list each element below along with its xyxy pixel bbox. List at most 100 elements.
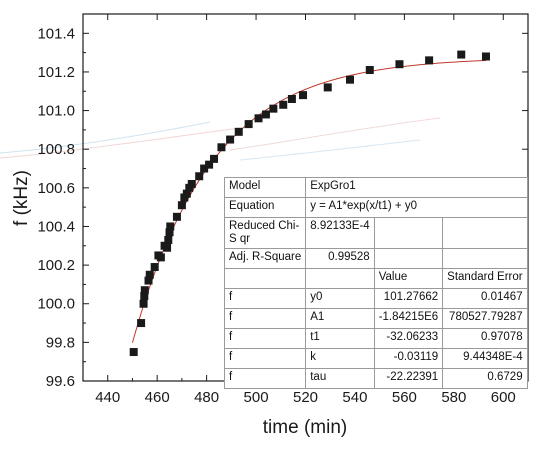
x-tick-label: 540: [342, 389, 367, 406]
x-tick-label: 580: [441, 389, 466, 406]
data-point: [129, 348, 138, 357]
dependent-variable: f: [223, 348, 307, 369]
empty-cell: [223, 268, 307, 289]
y-tick-label: 100.2: [37, 257, 75, 274]
data-point: [279, 100, 288, 109]
r2-label: Adj. R-Square: [223, 248, 307, 269]
y-axis-title: f (kHz): [11, 170, 32, 226]
table-row: Model ExpGro1: [223, 177, 528, 198]
data-point: [287, 94, 296, 103]
x-tick-label: 600: [491, 389, 516, 406]
data-point: [156, 253, 165, 262]
y-tick-label: 100.0: [37, 296, 75, 313]
data-point: [172, 212, 181, 221]
y-tick-label: 100.8: [37, 141, 75, 158]
equation-label: Equation: [223, 197, 307, 218]
y-tick-label: 99.6: [46, 373, 75, 390]
y-tick-label: 99.8: [46, 334, 75, 351]
dependent-variable: f: [223, 288, 307, 309]
standard-error: 0.6729: [442, 368, 528, 389]
data-point: [481, 52, 490, 61]
data-point: [217, 143, 226, 152]
dependent-variable: f: [223, 368, 307, 389]
y-tick-label: 101.0: [37, 103, 75, 120]
data-points: [129, 50, 490, 357]
dependent-variable: f: [223, 308, 307, 329]
data-point: [166, 222, 175, 231]
x-tick-label: 500: [244, 389, 269, 406]
parameter-value: -22.22391: [373, 368, 444, 389]
data-point: [457, 50, 466, 59]
error-header: Standard Error: [442, 268, 528, 289]
data-point: [177, 201, 186, 210]
model-value: ExpGro1: [305, 177, 528, 198]
table-header-row: Value Standard Error: [223, 268, 528, 289]
data-point: [137, 319, 146, 328]
parameter-name: A1: [305, 308, 375, 329]
chisq-value: 8.92133E-4: [305, 217, 375, 249]
empty-cell: [305, 268, 375, 289]
data-point: [187, 179, 196, 188]
empty-cell: [442, 248, 528, 269]
table-row: Adj. R-Square 0.99528: [223, 248, 528, 269]
data-point: [244, 120, 253, 129]
background-streaks: [0, 117, 441, 161]
empty-cell: [373, 217, 444, 249]
data-point: [269, 104, 278, 113]
data-point: [164, 235, 173, 244]
r2-value: 0.99528: [305, 248, 375, 269]
data-point: [144, 276, 153, 285]
table-row: f y0 101.27662 0.01467: [223, 288, 528, 309]
data-point: [425, 56, 434, 65]
x-tick-label: 460: [145, 389, 170, 406]
data-point: [200, 164, 209, 173]
data-point: [195, 172, 204, 181]
data-point: [182, 189, 191, 198]
parameter-value: -32.06233: [373, 328, 444, 349]
x-tick-label: 520: [293, 389, 318, 406]
table-row: f t1 -32.06233 0.97078: [223, 328, 528, 349]
data-point: [140, 292, 149, 301]
data-point: [299, 91, 308, 100]
data-point: [226, 135, 235, 144]
data-point: [365, 66, 374, 75]
parameter-value: -0.03119: [373, 348, 444, 369]
table-row: f tau -22.22391 0.6729: [223, 368, 528, 389]
standard-error: 0.01467: [442, 288, 528, 309]
data-point: [163, 243, 172, 252]
data-point: [205, 160, 214, 169]
data-point: [165, 228, 174, 237]
data-point: [395, 60, 404, 69]
parameter-value: 101.27662: [373, 288, 444, 309]
y-tick-label: 101.4: [37, 25, 75, 42]
model-label: Model: [223, 177, 307, 198]
table-row: Reduced Chi-S qr 8.92133E-4: [223, 217, 528, 249]
data-point: [254, 114, 263, 123]
data-point: [139, 299, 148, 308]
standard-error: 780527.79287: [442, 308, 528, 329]
data-point: [261, 110, 270, 119]
equation-value: y = A1*exp(x/t1) + y0: [305, 197, 528, 218]
empty-cell: [373, 248, 444, 269]
data-point: [140, 286, 149, 295]
parameter-name: t1: [305, 328, 375, 349]
value-header: Value: [373, 268, 444, 289]
data-point: [346, 75, 354, 84]
parameter-name: y0: [305, 288, 375, 309]
table-row: Equation y = A1*exp(x/t1) + y0: [223, 197, 528, 218]
data-point: [234, 127, 243, 136]
x-axis-title: time (min): [263, 417, 347, 438]
y-tick-label: 101.2: [37, 64, 75, 81]
x-tick-label: 440: [95, 389, 120, 406]
data-point: [150, 263, 159, 272]
table-row: f A1 -1.84215E6 780527.79287: [223, 308, 528, 329]
fit-parameters-table: Model ExpGro1 Equation y = A1*exp(x/t1) …: [223, 177, 528, 389]
dependent-variable: f: [223, 328, 307, 349]
chisq-label: Reduced Chi-S qr: [223, 217, 307, 249]
standard-error: 9.44348E-4: [442, 348, 528, 369]
background-streak: [0, 121, 211, 154]
x-tick-label: 560: [392, 389, 417, 406]
data-point: [210, 154, 219, 163]
y-tick-label: 100.4: [37, 218, 75, 235]
data-point: [145, 270, 154, 279]
